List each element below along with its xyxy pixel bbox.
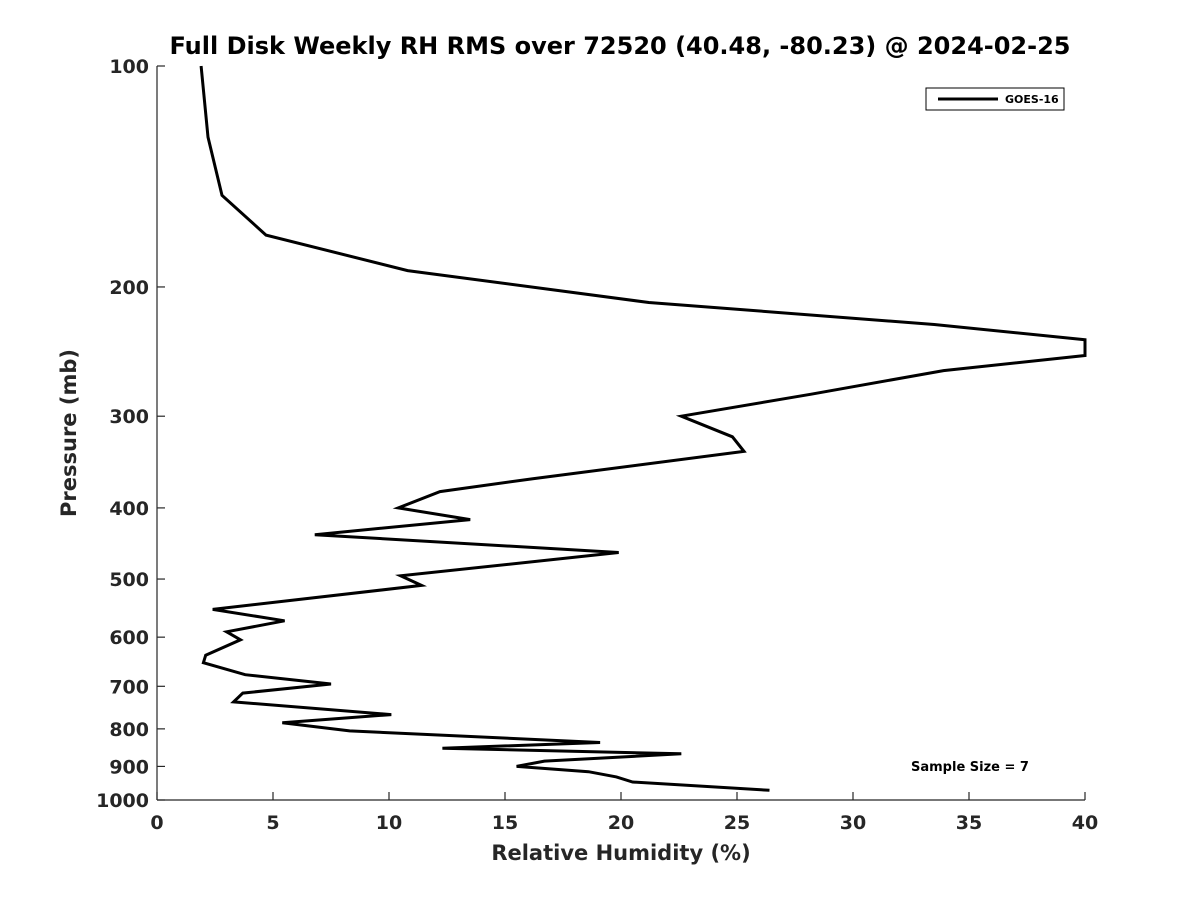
x-tick-label: 25 (724, 812, 750, 834)
x-tick-label: 10 (376, 812, 402, 834)
series-layer (199, 65, 1087, 792)
x-tick-label: 40 (1072, 812, 1098, 834)
y-tick-label: 900 (109, 756, 149, 778)
y-tick-label: 400 (109, 498, 149, 520)
x-tick-label: 15 (492, 812, 518, 834)
y-axis-label: Pressure (mb) (57, 349, 81, 517)
x-ticks: 0 5 10 15 20 25 30 35 40 (150, 792, 1098, 834)
y-tick-label: 1000 (96, 790, 149, 812)
y-tick-label: 200 (109, 277, 149, 299)
chart-title: Full Disk Weekly RH RMS over 72520 (40.4… (169, 32, 1070, 60)
y-tick-label: 700 (109, 676, 149, 698)
y-tick-label: 600 (109, 627, 149, 649)
y-tick-label: 300 (109, 406, 149, 428)
x-tick-label: 20 (608, 812, 634, 834)
legend-label-goes-16: GOES-16 (1005, 93, 1059, 106)
x-tick-label: 35 (956, 812, 982, 834)
legend: GOES-16 (925, 87, 1065, 111)
y-ticks: 100 200 300 400 500 600 700 800 900 1000 (96, 56, 165, 812)
y-tick-label: 800 (109, 719, 149, 741)
x-tick-label: 30 (840, 812, 866, 834)
x-tick-label: 5 (266, 812, 279, 834)
y-tick-label: 100 (109, 56, 149, 78)
series-line-goes-16 (199, 65, 1087, 792)
x-axis-label: Relative Humidity (%) (491, 841, 750, 865)
sample-size-annotation: Sample Size = 7 (911, 760, 1029, 775)
y-tick-label: 500 (109, 569, 149, 591)
x-tick-label: 0 (150, 812, 163, 834)
